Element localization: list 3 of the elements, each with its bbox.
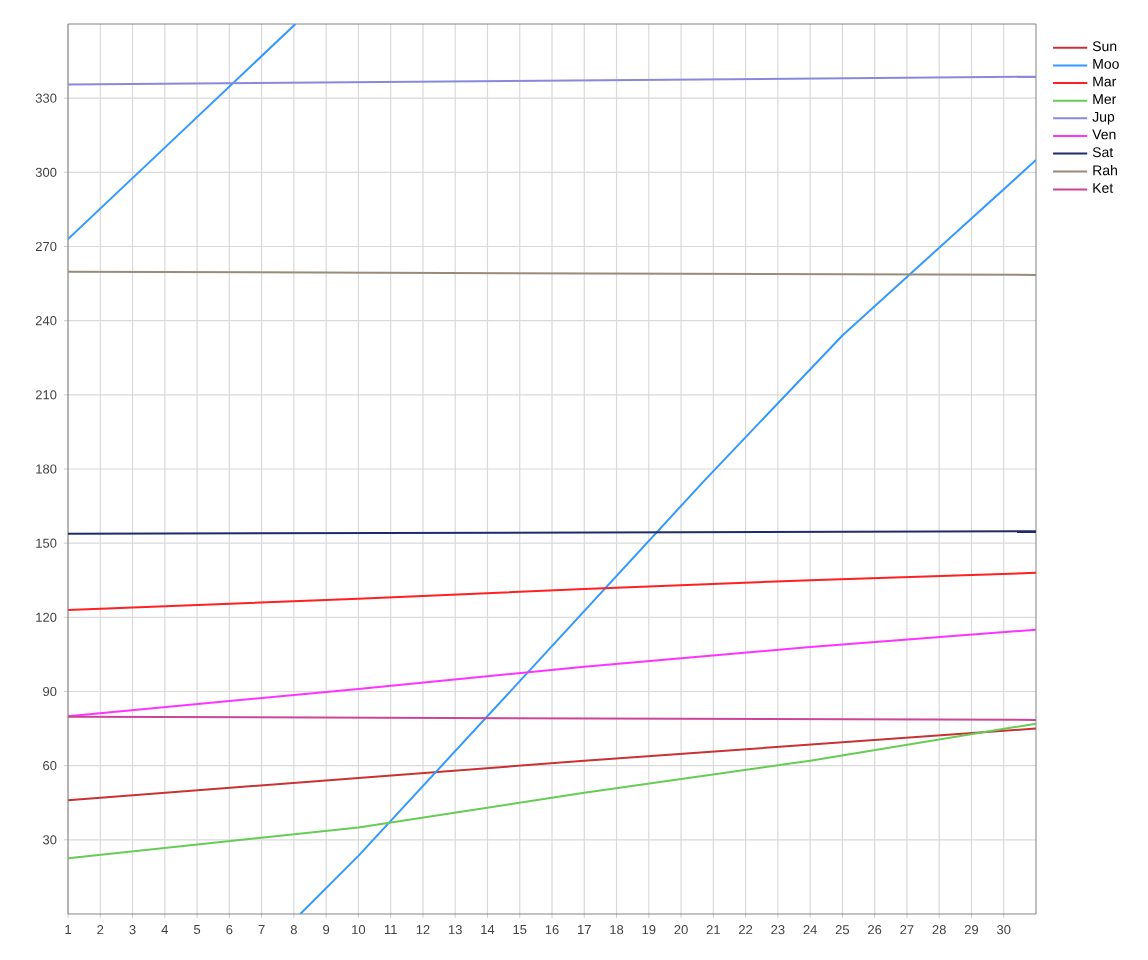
line-series xyxy=(68,571,1036,611)
line-series xyxy=(68,722,1036,860)
line-series xyxy=(68,628,1036,718)
